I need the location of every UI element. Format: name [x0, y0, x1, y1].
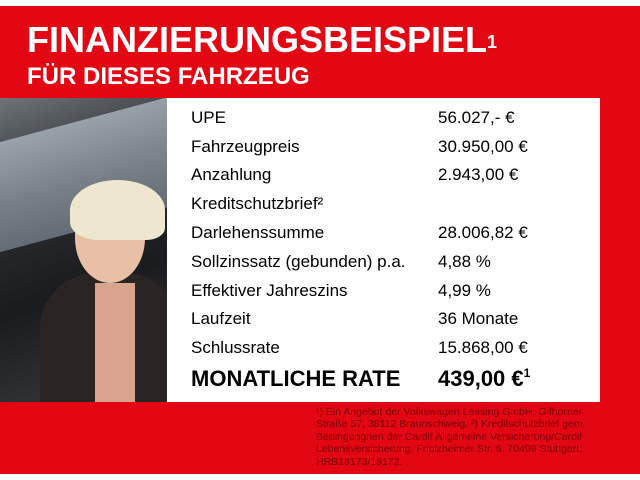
- row-label: Schlussrate: [191, 338, 280, 357]
- row-value: 30.950,00 €: [438, 137, 528, 156]
- row-label: Fahrzeugpreis: [191, 137, 300, 156]
- row-label: Anzahlung: [191, 165, 272, 184]
- page-title: FINANZIERUNGSBEISPIEL1: [27, 19, 498, 60]
- row-value: 36 Monate: [438, 309, 519, 328]
- row-label: Darlehenssumme: [191, 223, 325, 242]
- row-label: Kreditschutzbrief²: [191, 194, 324, 213]
- page-subtitle: FÜR DIESES FAHRZEUG: [27, 63, 310, 90]
- row-value: 15.868,00 €: [438, 338, 528, 357]
- row-value: 4,99 %: [438, 281, 491, 300]
- woman-in-car-photo: [0, 98, 167, 402]
- financing-table: UPE 56.027,- € Fahrzeugpreis 30.950,00 €…: [167, 98, 600, 402]
- row-label: Effektiver Jahreszins: [191, 281, 348, 300]
- row-value: 4,88 %: [438, 252, 491, 271]
- row-value: 2.943,00 €: [438, 165, 519, 184]
- footnote: ¹) Ein Angebot der Volkswagen Leasing Gm…: [316, 406, 586, 468]
- monthly-rate-value: 439,00 €1: [438, 366, 531, 391]
- row-value: 56.027,- €: [438, 108, 515, 127]
- row-label: UPE: [191, 108, 226, 127]
- row-value: 28.006,82 €: [438, 223, 528, 242]
- row-label: Laufzeit: [191, 309, 251, 328]
- monthly-rate-label: MONATLICHE RATE: [191, 366, 401, 391]
- row-label: Sollzinssatz (gebunden) p.a.: [191, 252, 406, 271]
